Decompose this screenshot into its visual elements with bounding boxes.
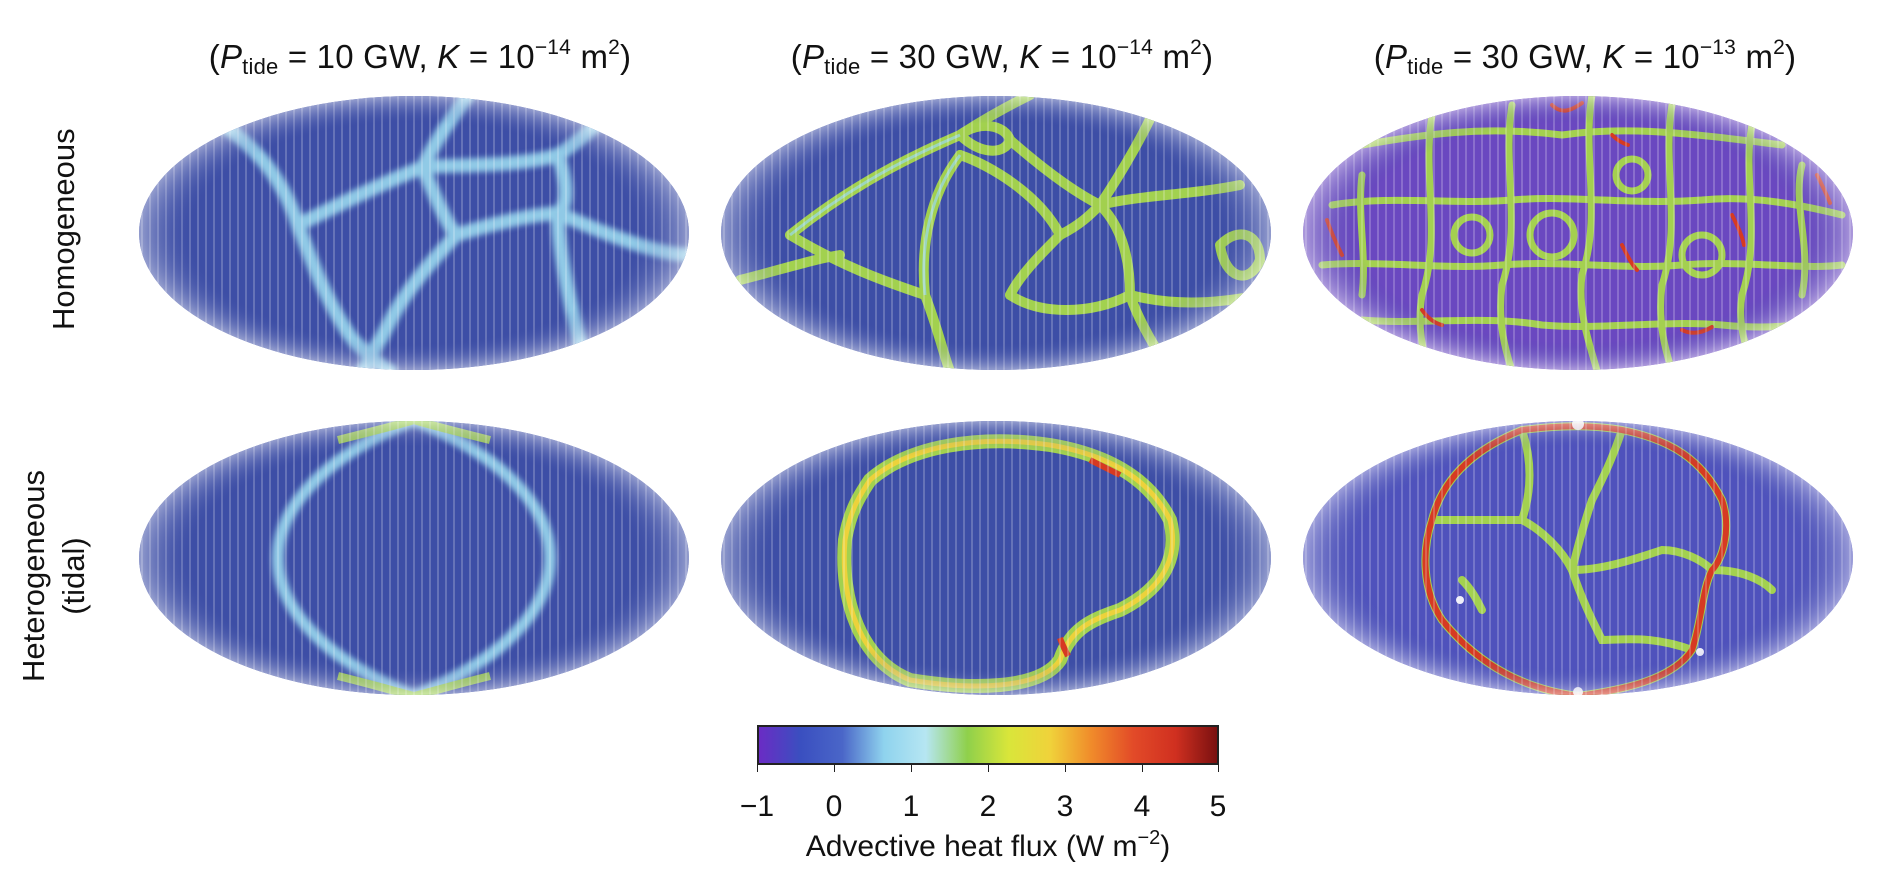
row-label-heterogeneous: Heterogeneous (tidal) <box>14 456 94 696</box>
row-label-heterogeneous-line1: Heterogeneous <box>16 470 51 682</box>
map-homogeneous-10gw <box>139 96 689 370</box>
colorbar-gradient <box>757 725 1219 765</box>
map-heterogeneous-10gw <box>139 421 689 695</box>
column-title-1: (Ptide = 10 GW, K = 10−14 m2) <box>208 36 632 79</box>
column-title-2: (Ptide = 30 GW, K = 10−14 m2) <box>790 36 1214 79</box>
colorbar-tick-label-1: 0 <box>825 790 843 823</box>
map-homogeneous-30gw-high-k <box>1303 96 1853 370</box>
colorbar-tick-label-6: 5 <box>1209 790 1227 823</box>
colorbar-tick-label-5: 4 <box>1133 790 1151 823</box>
map-heterogeneous-30gw <box>721 421 1271 695</box>
colorbar-tick-4 <box>1065 763 1066 772</box>
colorbar-tick-1 <box>834 763 835 772</box>
colorbar-tick-2 <box>911 763 912 772</box>
map-heterogeneous-30gw-high-k <box>1303 421 1853 695</box>
row-label-heterogeneous-line2: (tidal) <box>56 537 91 615</box>
colorbar-tick-label-4: 3 <box>1056 790 1074 823</box>
colorbar-tick-label-2: 1 <box>902 790 920 823</box>
map-homogeneous-30gw <box>721 96 1271 370</box>
colorbar-tick-label-0: −1 <box>739 790 775 823</box>
colorbar-tick-5 <box>1142 763 1143 772</box>
colorbar-title: Advective heat flux (W m−2) <box>805 827 1171 863</box>
column-title-3: (Ptide = 30 GW, K = 10−13 m2) <box>1373 36 1797 79</box>
colorbar-tick-6 <box>1218 763 1219 772</box>
row-label-homogeneous: Homogeneous <box>46 128 81 330</box>
colorbar-tick-0 <box>757 763 758 772</box>
colorbar-tick-label-3: 2 <box>979 790 997 823</box>
colorbar-tick-3 <box>988 763 989 772</box>
